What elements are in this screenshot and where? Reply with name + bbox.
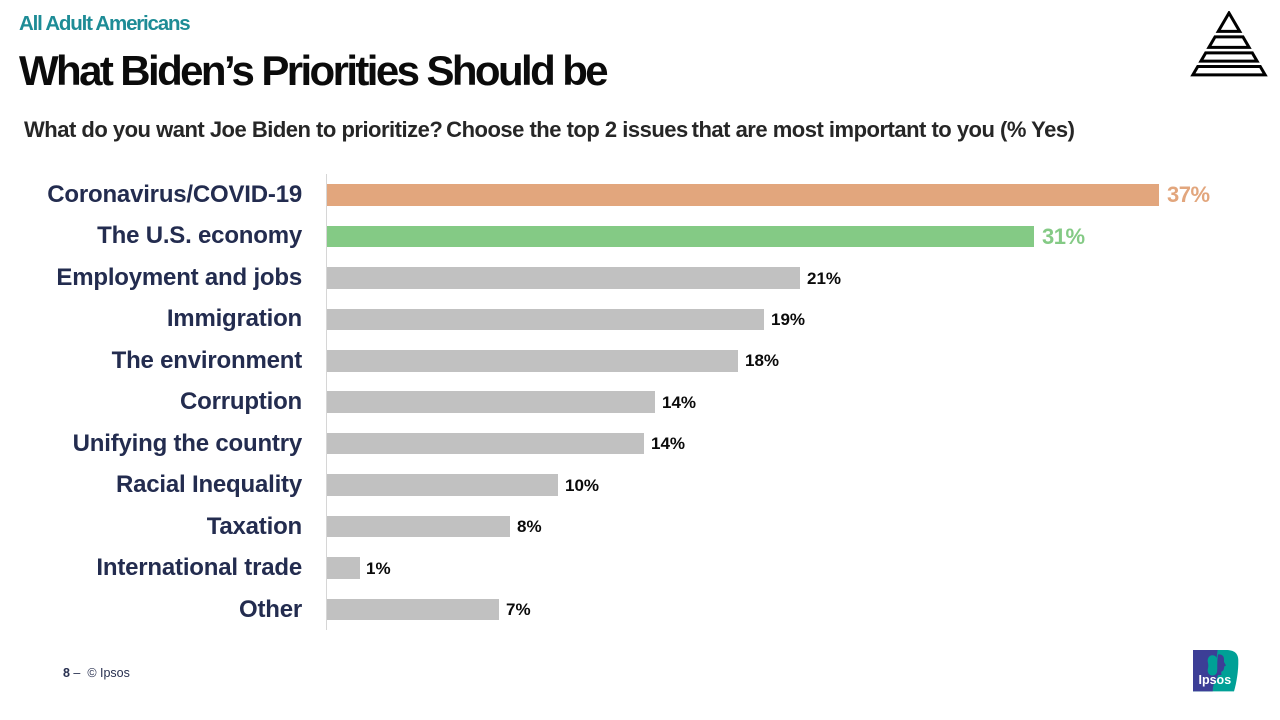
svg-text:Ipsos: Ipsos — [1199, 673, 1232, 687]
